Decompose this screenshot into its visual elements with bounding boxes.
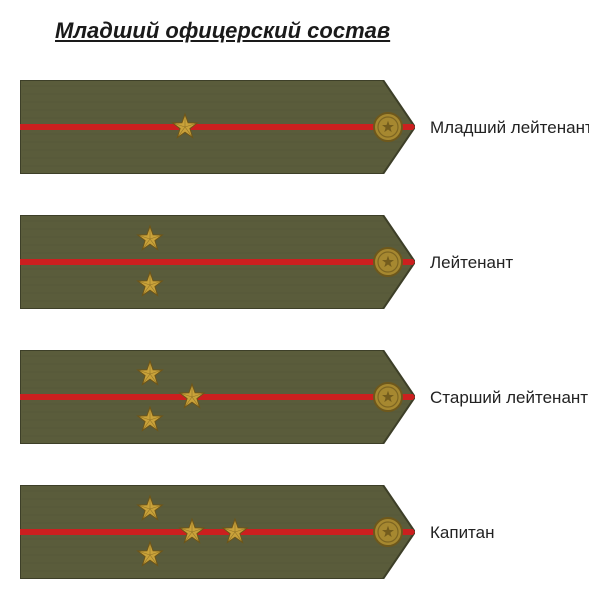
shoulder-strap-wrap — [20, 80, 415, 179]
shoulder-strap — [20, 215, 415, 309]
rank-row: Младший лейтенант — [0, 60, 589, 195]
rank-label: Старший лейтенант — [430, 388, 588, 408]
rank-label: Капитан — [430, 523, 495, 543]
rank-label: Младший лейтенант — [430, 118, 589, 138]
rank-label: Лейтенант — [430, 253, 513, 273]
shoulder-strap-wrap — [20, 215, 415, 314]
shoulder-strap-wrap — [20, 485, 415, 584]
rank-row: Лейтенант — [0, 195, 589, 330]
shoulder-strap — [20, 350, 415, 444]
page-title: Младший офицерский состав — [55, 18, 390, 44]
rank-row: Капитан — [0, 465, 589, 600]
rank-row: Старший лейтенант — [0, 330, 589, 465]
ranks-container: Младший лейтенант Лейтенант Старший лейтен… — [0, 60, 589, 600]
shoulder-strap — [20, 80, 415, 174]
shoulder-strap-wrap — [20, 350, 415, 449]
shoulder-strap — [20, 485, 415, 579]
